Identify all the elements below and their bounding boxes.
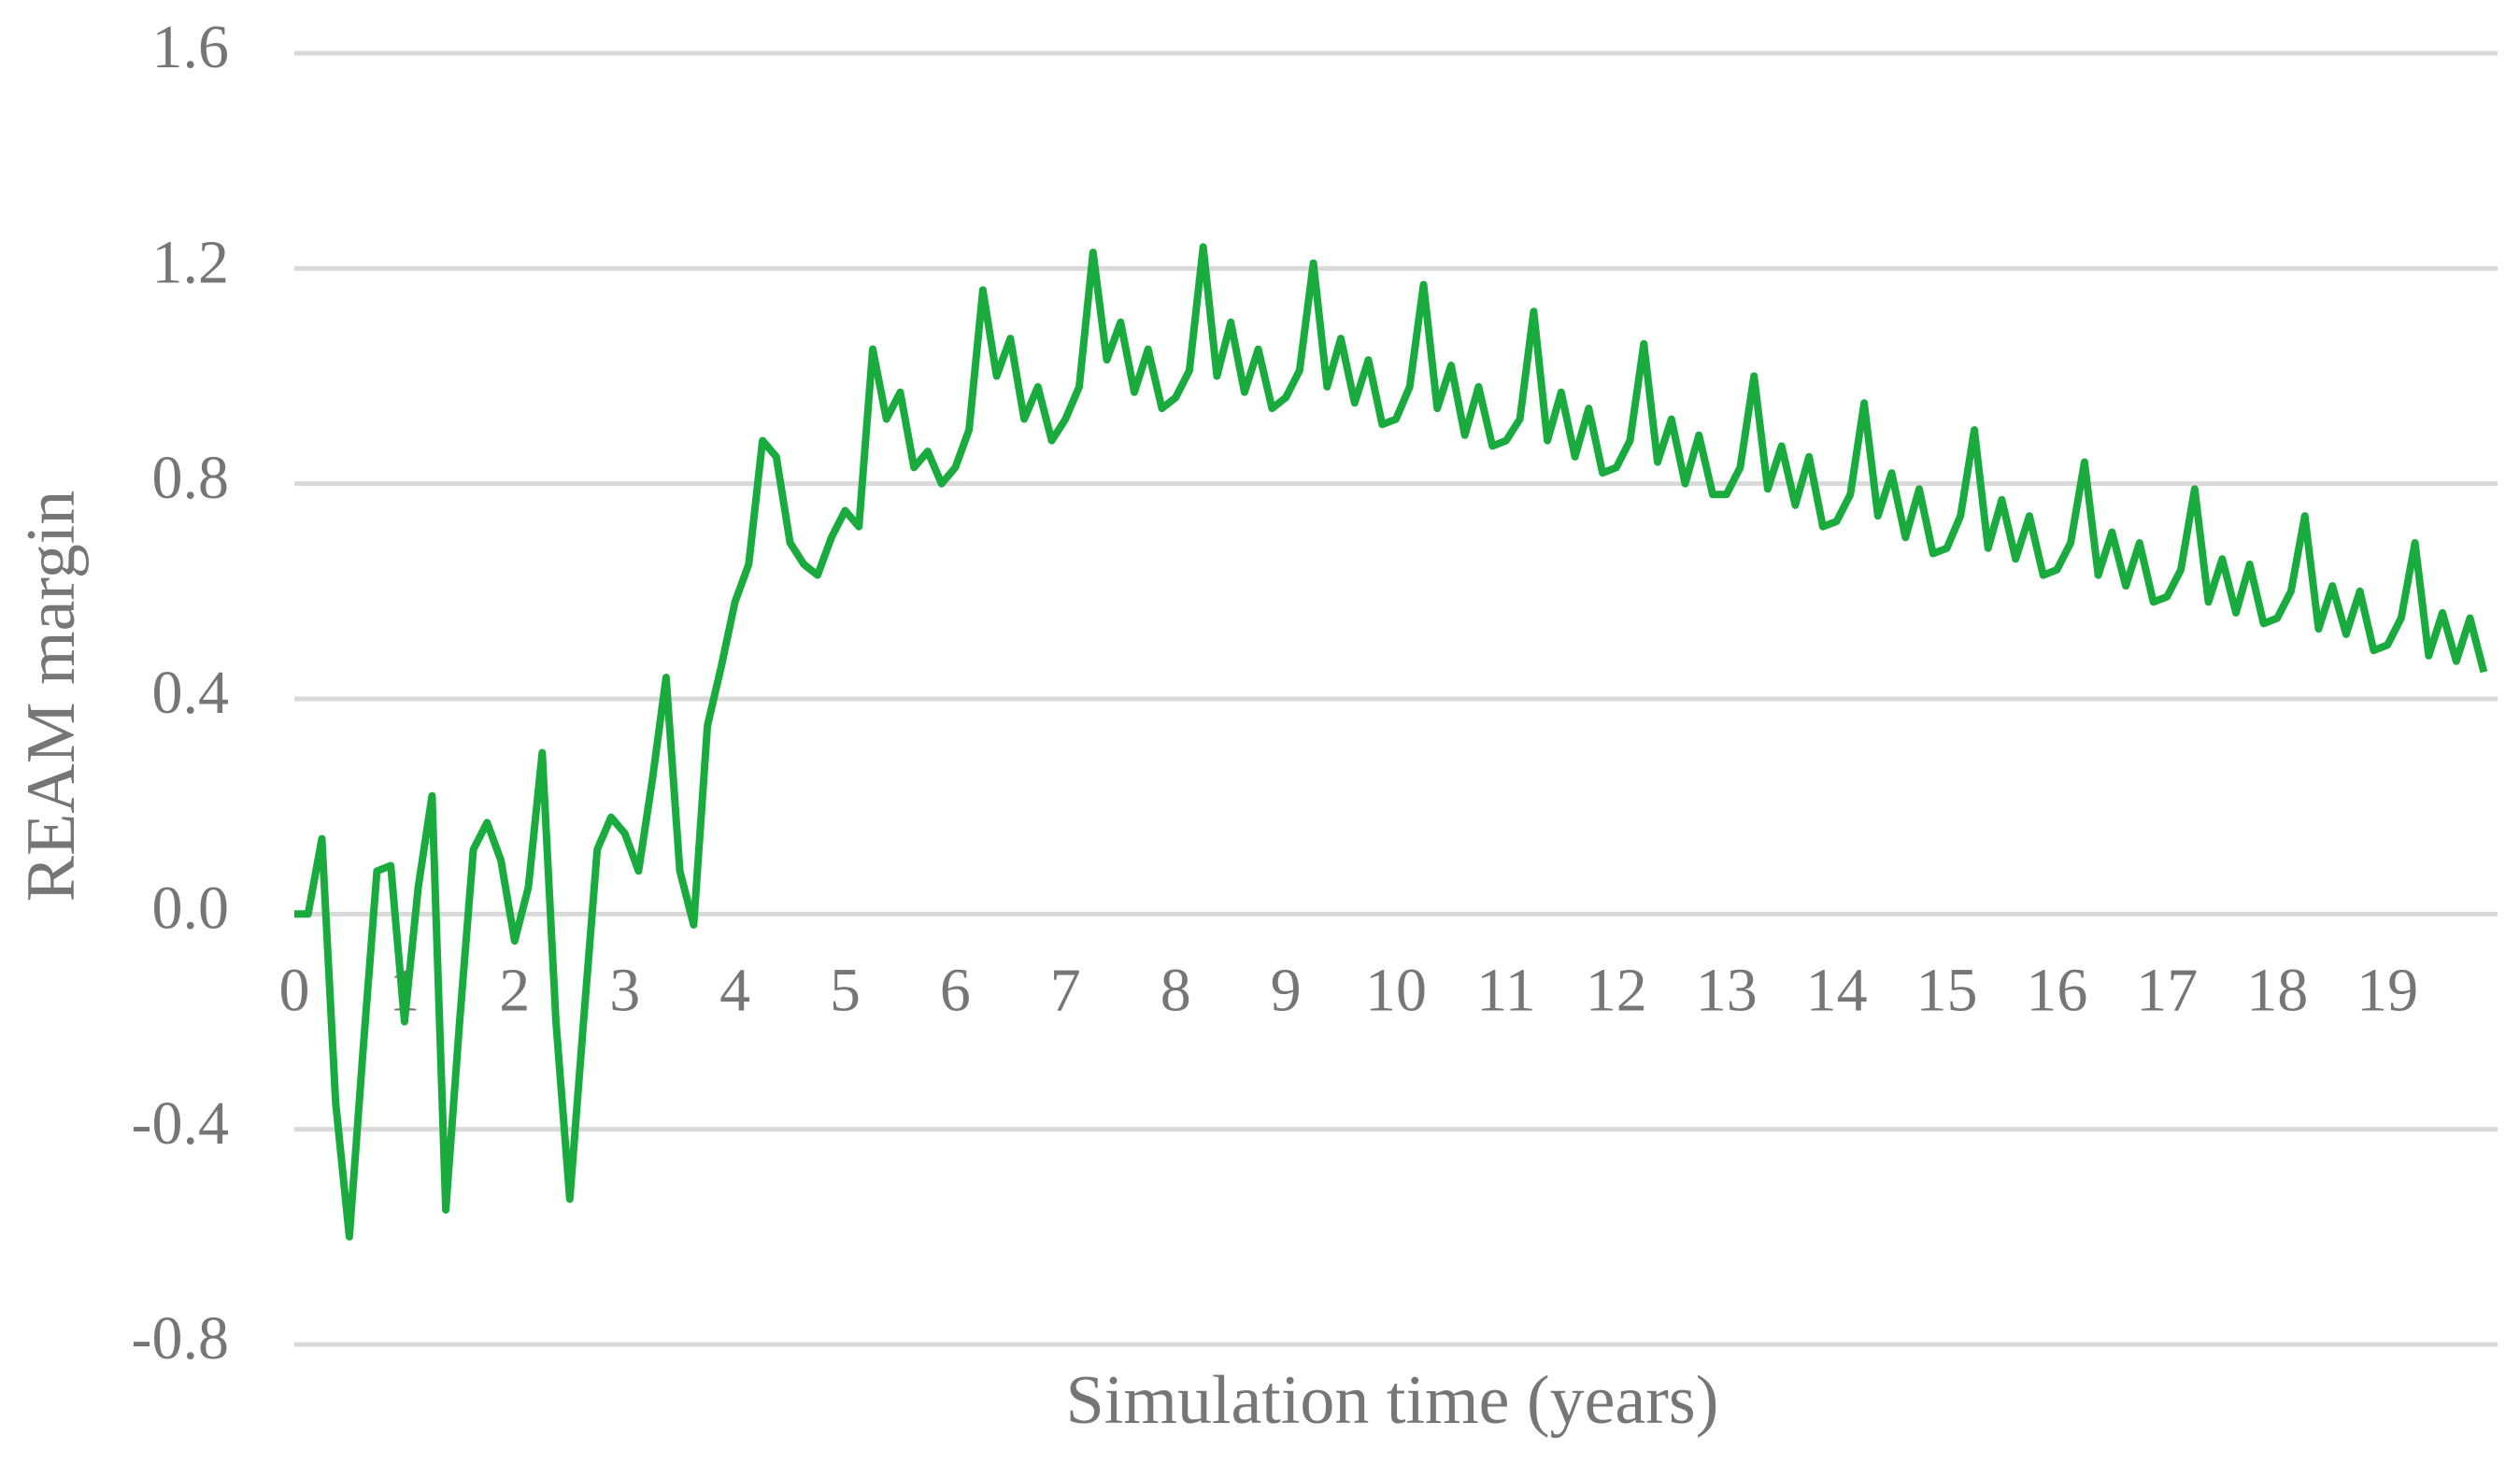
- x-tick-label: 11: [1476, 956, 1536, 1024]
- x-tick-label: 5: [830, 956, 861, 1024]
- data-line: [294, 243, 2488, 1241]
- x-tick-label: 12: [1586, 956, 1647, 1024]
- y-tick-label: 1.2: [152, 228, 230, 296]
- x-tick-label: 13: [1696, 956, 1758, 1024]
- y-tick-label: -0.8: [132, 1304, 229, 1373]
- y-tick-label: 0.8: [152, 444, 230, 512]
- x-tick-label: 15: [1916, 956, 1978, 1024]
- y-tick-label: 0.4: [152, 659, 230, 727]
- x-tick-label: 10: [1365, 956, 1427, 1024]
- x-tick-label: 8: [1160, 956, 1191, 1024]
- x-tick-label: 19: [2356, 956, 2418, 1024]
- x-tick-label: 17: [2136, 956, 2198, 1024]
- x-tick-label: 14: [1806, 956, 1868, 1024]
- y-axis-title: REAM margin: [13, 491, 90, 903]
- y-tick-label: 1.6: [152, 13, 230, 81]
- x-tick-label: 9: [1271, 956, 1302, 1024]
- x-tick-label: 3: [609, 956, 640, 1024]
- x-tick-label: 7: [1050, 956, 1081, 1024]
- x-tick-label: 6: [940, 956, 971, 1024]
- y-tick-label: -0.4: [132, 1089, 229, 1158]
- x-tick-label: 0: [279, 956, 310, 1024]
- y-tick-label: 0.0: [152, 874, 230, 942]
- x-tick-label: 18: [2246, 956, 2308, 1024]
- x-axis-title: Simulation time (years): [1066, 1362, 1719, 1439]
- x-tick-label: 4: [719, 956, 750, 1024]
- x-tick-label: 2: [499, 956, 530, 1024]
- x-tick-label: 16: [2026, 956, 2087, 1024]
